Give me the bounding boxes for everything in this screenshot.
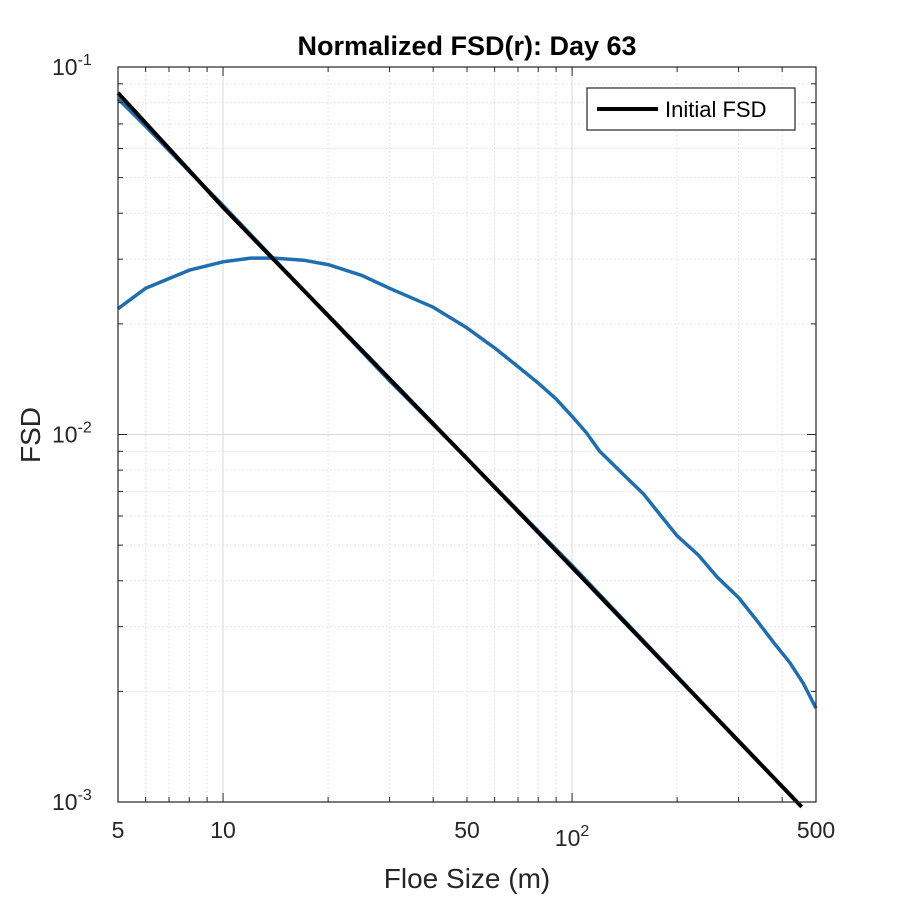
x-tick-label: 10 (210, 817, 236, 843)
tick-labels: 5 10 50 102 500 10-3 10-2 10-1 (52, 52, 835, 851)
y-tick-label: 10-1 (52, 52, 92, 80)
x-tick-label: 5 (112, 817, 125, 843)
x-tick-label: 500 (797, 817, 835, 843)
x-tick-label: 102 (555, 823, 590, 851)
chart-title: Normalized FSD(r): Day 63 (297, 31, 636, 61)
series-layer (116, 91, 818, 809)
x-axis-label: Floe Size (m) (384, 863, 550, 894)
y-axis-label: FSD (15, 407, 46, 463)
y-tick-label: 10-3 (52, 787, 92, 815)
series-line-initial-fsd (116, 91, 804, 809)
tick-marks (117, 66, 817, 803)
minor-grid (117, 67, 817, 802)
x-tick-label: 50 (454, 817, 480, 843)
y-tick-label: 10-2 (52, 420, 92, 448)
legend: Initial FSD (586, 87, 796, 131)
legend-entry-initial-fsd: Initial FSD (665, 97, 766, 122)
